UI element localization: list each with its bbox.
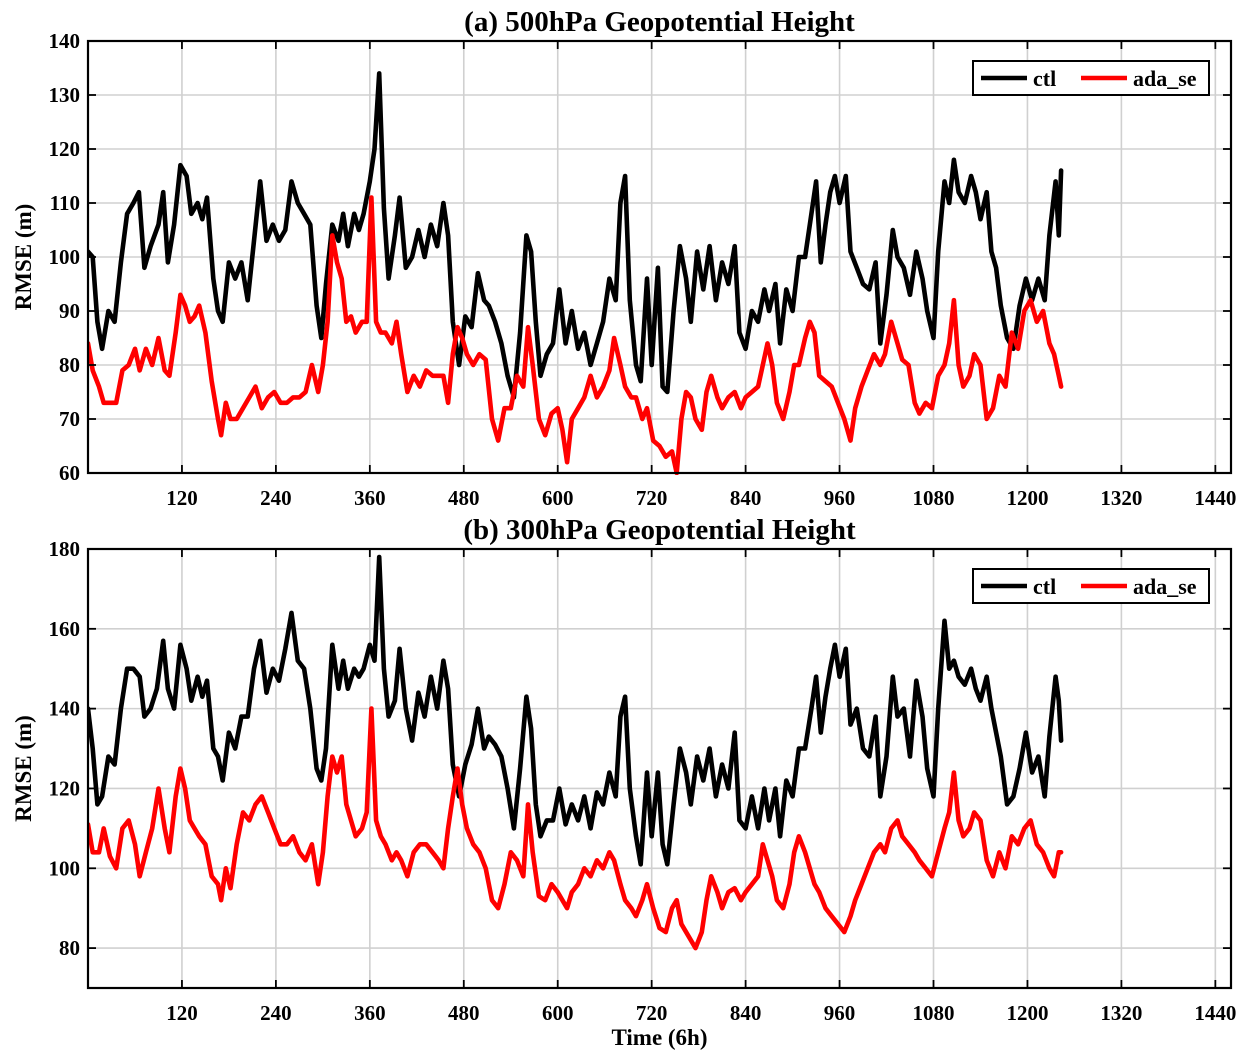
chart-b-xtick-label: 720: [636, 1001, 668, 1025]
chart-b-xtick-label: 960: [824, 1001, 856, 1025]
chart-a-legend-label-ctl: ctl: [1033, 66, 1056, 91]
chart-b-xtick-label: 480: [448, 1001, 480, 1025]
chart-a-ytick-label: 100: [49, 245, 81, 269]
chart-a-xtick-label: 1320: [1100, 486, 1142, 510]
chart-a-xtick-label: 1440: [1194, 486, 1236, 510]
chart-a-title: (a) 500hPa Geopotential Height: [464, 6, 855, 38]
chart-b-ytick-label: 100: [49, 856, 81, 880]
chart-a-xtick-label: 1200: [1006, 486, 1048, 510]
chart-b-xtick-label: 240: [260, 1001, 292, 1025]
chart-b-ytick-label: 180: [49, 537, 81, 561]
chart-a-xtick-label: 360: [354, 486, 386, 510]
chart-a-xtick-label: 720: [636, 486, 668, 510]
chart-b-legend: ctl ada_se: [972, 568, 1210, 604]
chart-b-legend-label-ctl: ctl: [1033, 574, 1056, 599]
chart-a-xtick-label: 120: [166, 486, 198, 510]
chart-a-legend-label-ada-se: ada_se: [1133, 66, 1197, 91]
chart-a-xtick-label: 600: [542, 486, 574, 510]
chart-a-legend: ctl ada_se: [972, 60, 1210, 96]
chart-b-ytick-label: 140: [49, 697, 81, 721]
chart-a: 120 240 360 480 600 720 840 960 1080 1200 1320 1440…: [11, 6, 1236, 510]
chart-a-xtick-label: 480: [448, 486, 480, 510]
chart-a-ytick-label: 110: [50, 191, 80, 215]
chart-b-series-ctl-line: [88, 554, 1064, 867]
chart-a-series-ctl-line: [88, 71, 1064, 400]
chart-b-xtick-label: 120: [166, 1001, 198, 1025]
chart-a-ytick-label: 70: [59, 407, 80, 431]
chart-b-ytick-label: 120: [49, 776, 81, 800]
chart-a-xtick-label: 960: [824, 486, 856, 510]
chart-a-ytick-label: 60: [59, 461, 80, 485]
chart-b-xtick-label: 600: [542, 1001, 574, 1025]
chart-a-ytick-label: 140: [49, 29, 81, 53]
chart-b-xlabel: Time (6h): [611, 1025, 707, 1050]
chart-b: 120 240 360 480 600 720 840 960 1080 1200 1320 1440…: [11, 514, 1236, 1050]
chart-b-ylabel: RMSE (m): [11, 715, 36, 822]
chart-b-xtick-label: 360: [354, 1001, 386, 1025]
chart-a-ytick-label: 130: [49, 83, 81, 107]
chart-b-xtick-label: 1080: [913, 1001, 955, 1025]
chart-b-xtick-label: 840: [730, 1001, 762, 1025]
chart-a-ytick-label: 120: [49, 137, 81, 161]
chart-b-xtick-label: 1320: [1100, 1001, 1142, 1025]
chart-b-legend-label-ada-se: ada_se: [1133, 574, 1197, 599]
chart-a-ylabel: RMSE (m): [11, 204, 36, 311]
chart-a-ytick-label: 90: [59, 299, 80, 323]
chart-b-series-ada-se-line: [88, 706, 1064, 951]
chart-b-ytick-label: 80: [59, 936, 80, 960]
chart-b-axes-frame: [86, 547, 1233, 990]
chart-a-series-ada-se-line: [88, 195, 1064, 475]
chart-b-xtick-label: 1200: [1006, 1001, 1048, 1025]
chart-a-ytick-label: 80: [59, 353, 80, 377]
chart-b-title: (b) 300hPa Geopotential Height: [463, 514, 856, 546]
chart-a-xtick-label: 240: [260, 486, 292, 510]
chart-a-xtick-label: 840: [730, 486, 762, 510]
chart-b-ytick-label: 160: [49, 617, 81, 641]
chart-a-xtick-label: 1080: [913, 486, 955, 510]
chart-b-xtick-label: 1440: [1194, 1001, 1236, 1025]
